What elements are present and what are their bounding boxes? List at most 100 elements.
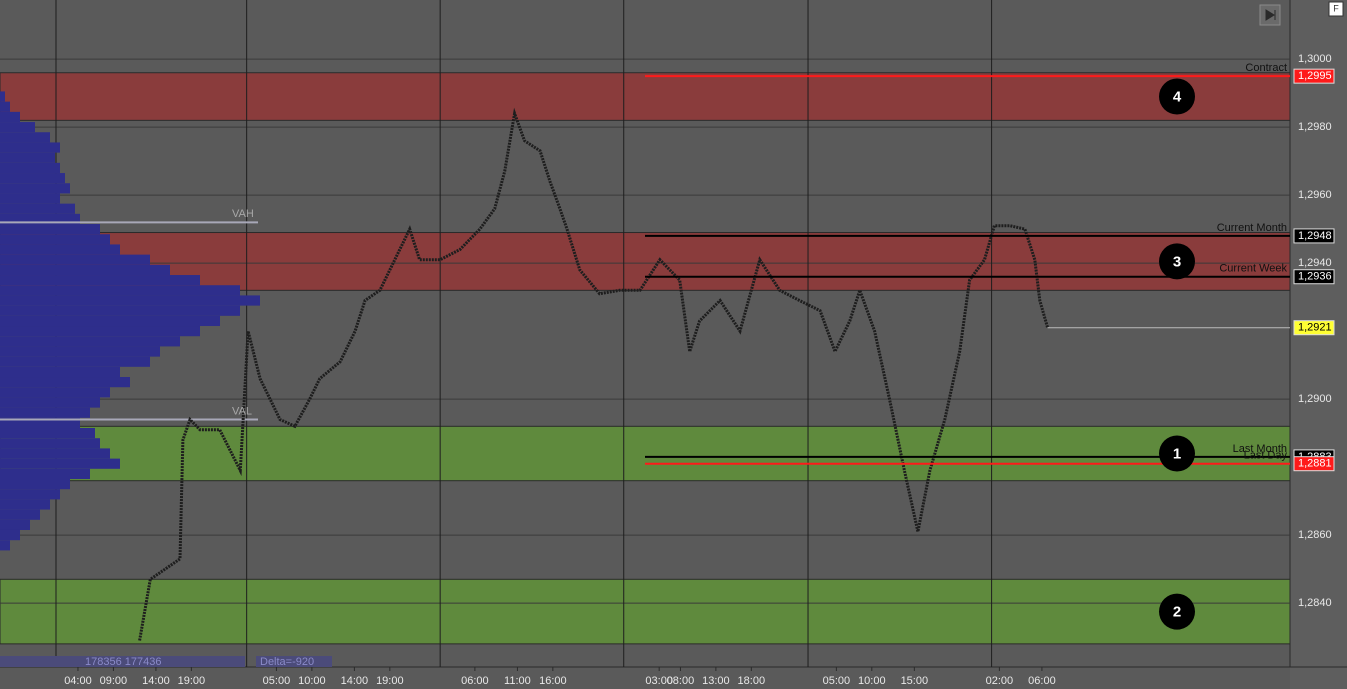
profile-bar [0,397,100,408]
profile-bar [0,315,220,327]
price-tag [1293,68,1335,84]
profile-bar [0,519,30,530]
last-price-tag [1293,320,1335,336]
profile-bar [0,91,5,102]
profile-bar [0,275,200,286]
profile-bar [0,224,100,235]
x-tick-label: 05:00 [263,675,291,687]
y-tick-label: 1,2940 [1298,257,1332,269]
x-tick-label: 04:00 [64,675,92,687]
profile-bar [0,377,130,388]
profile-bar [0,152,55,163]
corner-button-label: F [1333,3,1339,13]
play-icon [1265,9,1276,21]
x-tick-label: 18:00 [738,675,766,687]
profile-bar [0,193,60,204]
level-name: Contract [1245,62,1287,74]
profile-bar [0,468,90,480]
profile-bar [0,173,65,184]
zone-badge [1159,593,1195,630]
profile-bar [0,356,150,367]
footer-delta-bg [256,656,332,667]
zone [0,232,1291,291]
zone-label: 4 [1173,89,1182,106]
y-tick-label: 1,2860 [1298,529,1332,541]
x-tick-label: 19:00 [178,675,206,687]
zone-badge [1159,435,1195,472]
x-tick-label: 05:00 [823,675,851,687]
profile-bar [0,366,120,378]
vah-label: VAH [232,208,254,220]
profile-bar [0,285,240,296]
profile-bar [0,244,120,255]
profile-bar [0,305,240,316]
profile-bar [0,448,110,459]
profile-bar [0,346,160,357]
x-tick-label: 16:00 [539,675,567,687]
profile-bar [0,101,10,112]
profile-bar [0,234,110,245]
profile-bar [0,203,75,214]
zone-label: 2 [1173,604,1181,621]
profile-bar [0,428,95,439]
profile-bar [0,489,60,500]
zone [0,425,1291,482]
level-name: Current Month [1217,222,1287,234]
y-tick-label: 1,3000 [1298,53,1332,65]
price-tag-label: 1,2948 [1298,230,1332,242]
profile-bar [0,499,50,510]
profile-bar [0,122,35,133]
x-tick-label: 10:00 [858,675,886,687]
x-tick-label: 13:00 [702,675,730,687]
level-name: Current Week [1219,263,1287,275]
x-tick-label: 10:00 [298,675,326,687]
profile-bar [0,438,100,449]
x-tick-label: 06:00 [461,675,489,687]
zone-badge [1159,243,1195,280]
profile-bar [0,407,90,418]
zone-label: 3 [1173,253,1181,270]
y-tick-label: 1,2840 [1298,597,1332,609]
profile-bar [0,336,180,347]
profile-bar [0,540,10,551]
footer-volume-bg [0,656,245,667]
profile-bar [0,111,20,123]
price-tag-label: 1,2995 [1298,70,1332,82]
x-tick-label: 09:00 [100,675,128,687]
footer-volume: 178356 177436 [85,656,161,668]
zone [0,578,1291,645]
level-name: Last Day [1244,450,1288,462]
profile-bar [0,479,70,490]
zone [0,72,1291,121]
price-line [138,107,1050,641]
profile-bar [0,509,40,520]
y-tick-label: 1,2900 [1298,393,1332,405]
price-tag [1293,228,1335,244]
price-tag-label: 1,2936 [1298,271,1332,283]
zone-badge [1159,78,1195,115]
x-tick-label: 08:00 [667,675,695,687]
x-tick-label: 14:00 [341,675,369,687]
profile-bar [0,458,120,469]
x-tick-label: 19:00 [376,675,404,687]
corner-button[interactable] [1328,1,1344,17]
x-tick-label: 15:00 [901,675,929,687]
x-tick-label: 06:00 [1028,675,1056,687]
y-tick-label: 1,2980 [1298,121,1332,133]
profile-bar [0,417,80,429]
price-tag-label: 1,2881 [1298,458,1332,470]
price-tag [1293,269,1335,285]
profile-bar [0,142,60,153]
profile-bar [0,264,170,276]
x-tick-label: 11:00 [504,675,531,687]
profile-bar [0,254,150,265]
zone-label: 1 [1173,445,1181,462]
profile-bar [0,162,60,174]
x-tick-label: 03:00 [645,675,673,687]
profile-bar [0,326,200,337]
price-axis [1290,0,1347,689]
level-name: Last Month [1233,443,1287,455]
x-tick-label: 14:00 [142,675,170,687]
profile-bar [0,132,50,143]
